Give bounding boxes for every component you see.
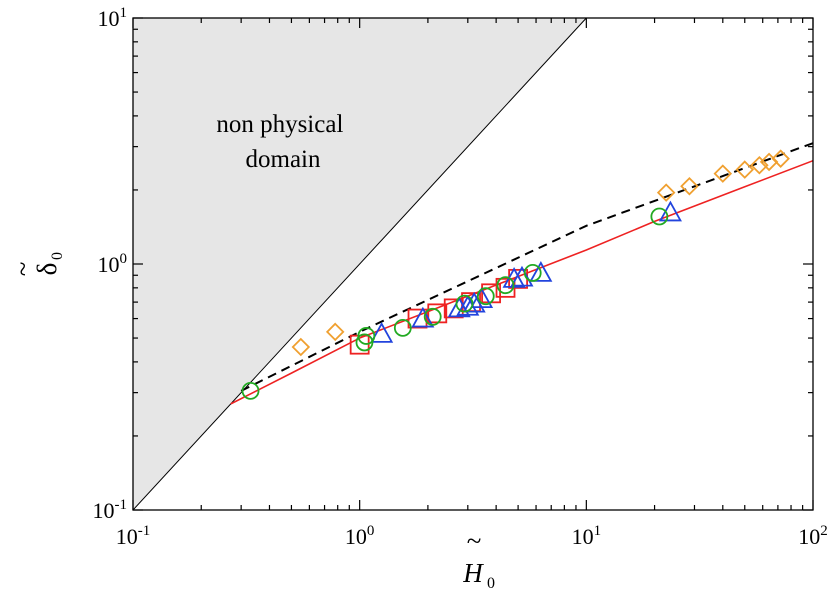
square-marker [427,303,448,324]
y-tick-label: 10-1 [93,497,128,523]
circle-marker [423,307,442,326]
x-axis-label-accent: ~ [467,526,482,556]
circle-marker [393,318,412,337]
y-axis-label-symbol: δ [32,263,62,276]
x-tick-label: 102 [798,523,828,549]
square-marker [407,308,428,329]
circle-marker [357,327,376,345]
triangle-marker [447,296,471,318]
circle-marker [476,287,495,306]
diamond-marker [325,322,345,342]
x-tick-label: 10-1 [116,523,151,549]
diamond-marker [771,149,790,168]
data-markers [241,149,790,400]
circle-marker [523,264,542,282]
region-boundary-line [132,17,587,511]
x-axis-label-symbol: H [462,558,484,588]
x-tick-label: 100 [345,523,375,549]
region-label-line-1: non physical [216,111,343,138]
triangle-marker [411,306,435,328]
triangle-marker [470,287,494,308]
circle-marker [496,276,515,295]
diamond-marker [713,164,733,183]
circle-marker [455,294,474,313]
y-tick-label: 100 [98,251,128,277]
circle-marker [241,381,260,400]
region-label: non physical domain [216,111,349,173]
y-axis-label-subscript: 0 [49,252,66,260]
triangle-marker [510,265,534,287]
x-axis-label: ~ H 0 [462,526,495,592]
region-label-line-2: domain [246,146,321,173]
y-tick-label: 101 [98,5,128,31]
axis-tick-labels: 10-1 100 101 102 10-1 100 101 [93,5,828,549]
diamond-marker [750,155,769,175]
triangle-marker [462,291,486,313]
x-axis-label-subscript: 0 [487,575,495,592]
triangle-marker [370,322,394,343]
x-tick-label: 101 [572,523,602,549]
diamond-marker [735,160,755,179]
line-black-dashed-fit [240,142,813,392]
y-axis-label-accent: ~ [8,262,38,277]
diamond-marker [656,183,676,202]
diamond-marker [291,337,311,357]
y-axis-label: ~ δ 0 [8,252,66,276]
circle-marker [355,333,374,352]
axis-ticks [132,17,814,511]
diamond-marker [680,176,699,196]
triangle-marker [529,261,553,282]
circle-marker [650,207,669,226]
